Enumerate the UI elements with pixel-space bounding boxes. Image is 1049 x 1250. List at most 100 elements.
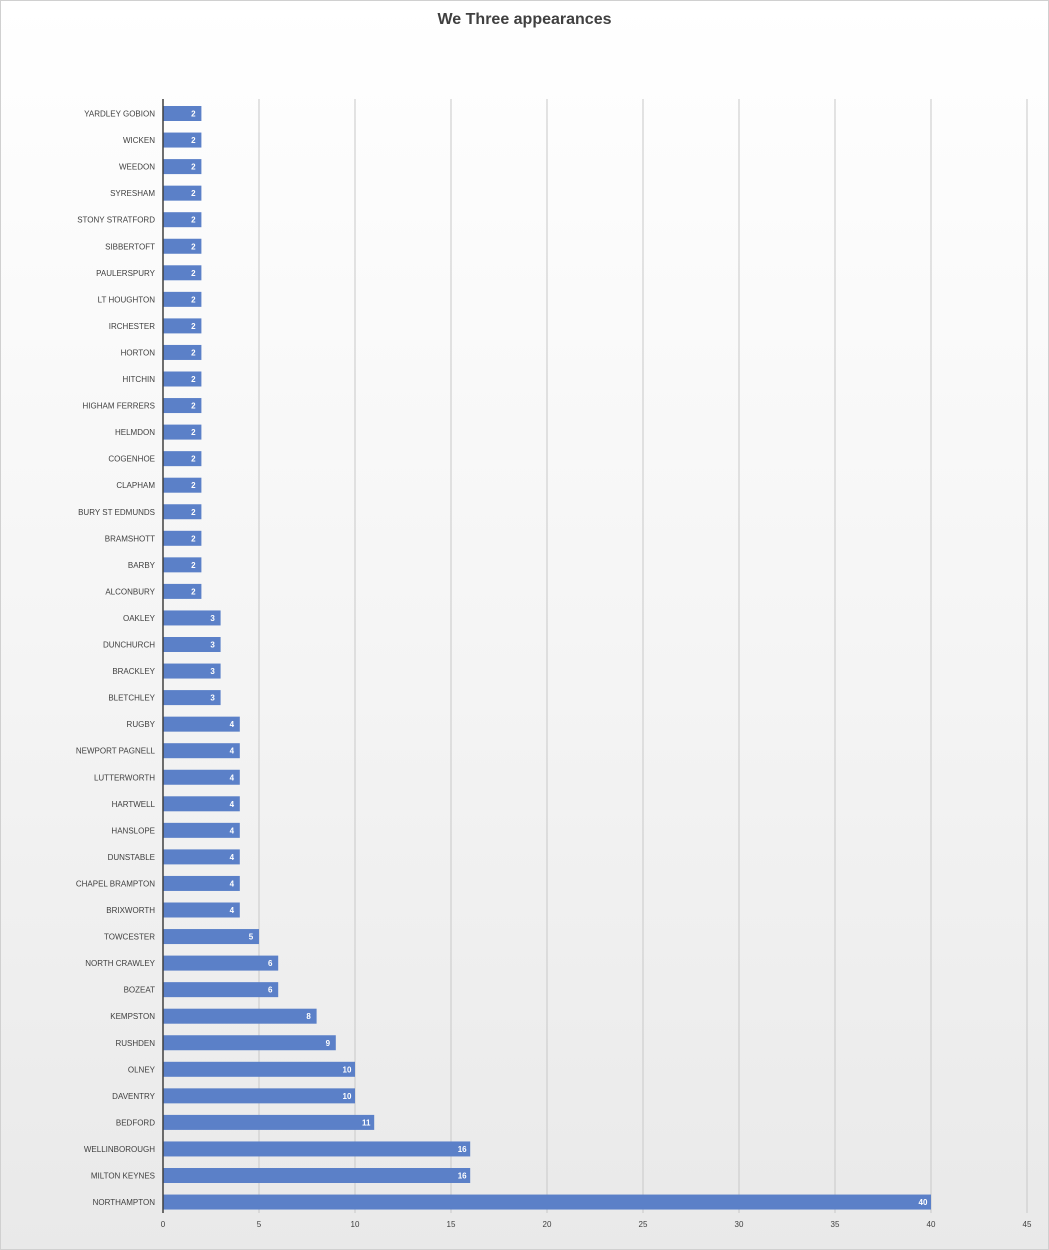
- category-label: SIBBERTOFT: [105, 242, 155, 251]
- bar: [163, 1061, 355, 1077]
- data-label: 4: [230, 879, 235, 888]
- bar: [163, 663, 221, 679]
- data-label: 2: [191, 189, 196, 198]
- data-label: 16: [458, 1172, 467, 1181]
- data-label: 2: [191, 216, 196, 225]
- x-tick-label: 15: [447, 1220, 456, 1229]
- category-label: DUNCHURCH: [103, 641, 155, 650]
- data-label: 40: [919, 1198, 928, 1207]
- category-label: WICKEN: [123, 136, 155, 145]
- data-label: 2: [191, 295, 196, 304]
- category-label: ALCONBURY: [105, 587, 155, 596]
- bar: [163, 557, 202, 573]
- data-label: 10: [343, 1092, 352, 1101]
- x-tick-label: 25: [639, 1220, 648, 1229]
- data-label: 2: [191, 481, 196, 490]
- x-tick-label: 40: [927, 1220, 936, 1229]
- data-label: 2: [191, 455, 196, 464]
- category-label: WELLINBOROUGH: [84, 1145, 155, 1154]
- bar: [163, 849, 240, 865]
- category-label: RUGBY: [127, 720, 156, 729]
- bar: [163, 1088, 355, 1104]
- data-label: 2: [191, 428, 196, 437]
- category-label: NORTH CRAWLEY: [85, 959, 155, 968]
- category-label: NEWPORT PAGNELL: [76, 747, 156, 756]
- bar: [163, 371, 202, 387]
- data-label: 5: [249, 933, 254, 942]
- category-label: DUNSTABLE: [108, 853, 155, 862]
- category-label: BRACKLEY: [112, 667, 155, 676]
- bar: [163, 929, 259, 945]
- x-tick-label: 5: [257, 1220, 262, 1229]
- bar: [163, 451, 202, 467]
- data-label: 4: [230, 720, 235, 729]
- category-label: CHAPEL BRAMPTON: [76, 879, 155, 888]
- data-label: 6: [268, 959, 273, 968]
- bar: [163, 583, 202, 599]
- category-label: BURY ST EDMUNDS: [78, 508, 155, 517]
- category-label: KEMPSTON: [110, 1012, 155, 1021]
- bar: [163, 504, 202, 520]
- category-label: IRCHESTER: [109, 322, 155, 331]
- data-label: 2: [191, 242, 196, 251]
- bar: [163, 1008, 317, 1024]
- data-label: 4: [230, 906, 235, 915]
- x-tick-label: 10: [351, 1220, 360, 1229]
- bar: [163, 265, 202, 281]
- category-label: BLETCHLEY: [108, 694, 155, 703]
- data-label: 3: [210, 694, 215, 703]
- data-label: 11: [362, 1118, 371, 1127]
- category-label: PAULERSPURY: [96, 269, 156, 278]
- data-label: 4: [230, 800, 235, 809]
- category-label: HIGHAM FERRERS: [83, 402, 155, 411]
- category-label: OAKLEY: [123, 614, 156, 623]
- category-label: BRIXWORTH: [106, 906, 155, 915]
- category-label: HITCHIN: [123, 375, 156, 384]
- bar: [163, 185, 202, 201]
- data-label: 2: [191, 110, 196, 119]
- data-label: 4: [230, 826, 235, 835]
- bar: [163, 875, 240, 891]
- data-label: 2: [191, 269, 196, 278]
- bar: [163, 769, 240, 785]
- data-label: 8: [306, 1012, 311, 1021]
- category-label: DAVENTRY: [112, 1092, 155, 1101]
- bar: [163, 982, 279, 998]
- category-label: WEEDON: [119, 163, 155, 172]
- bar: [163, 610, 221, 626]
- bar: [163, 344, 202, 360]
- data-label: 2: [191, 322, 196, 331]
- category-label: LUTTERWORTH: [94, 773, 155, 782]
- data-label: 3: [210, 614, 215, 623]
- bar: [163, 424, 202, 440]
- category-label: HANSLOPE: [111, 826, 155, 835]
- bar: [163, 1114, 375, 1130]
- category-label: MILTON KEYNES: [91, 1172, 155, 1181]
- data-label: 9: [326, 1039, 331, 1048]
- category-label: NORTHAMPTON: [93, 1198, 156, 1207]
- data-label: 3: [210, 641, 215, 650]
- data-label: 2: [191, 402, 196, 411]
- data-label: 2: [191, 163, 196, 172]
- data-label: 6: [268, 986, 273, 995]
- data-label: 2: [191, 375, 196, 384]
- data-label: 3: [210, 667, 215, 676]
- category-label: YARDLEY GOBION: [84, 110, 155, 119]
- category-label: COGENHOE: [108, 455, 155, 464]
- data-label: 16: [458, 1145, 467, 1154]
- bar: [163, 238, 202, 254]
- category-label: TOWCESTER: [104, 933, 155, 942]
- category-label: RUSHDEN: [115, 1039, 155, 1048]
- bar: [163, 822, 240, 838]
- x-tick-label: 30: [735, 1220, 744, 1229]
- bar: [163, 637, 221, 652]
- category-label: HARTWELL: [112, 800, 156, 809]
- bar: [163, 902, 240, 918]
- bar: [163, 1168, 471, 1183]
- category-label: BRAMSHOTT: [105, 534, 155, 543]
- bar: [163, 955, 279, 971]
- category-label: SYRESHAM: [110, 189, 155, 198]
- category-label: STONY STRATFORD: [77, 216, 155, 225]
- data-label: 2: [191, 534, 196, 543]
